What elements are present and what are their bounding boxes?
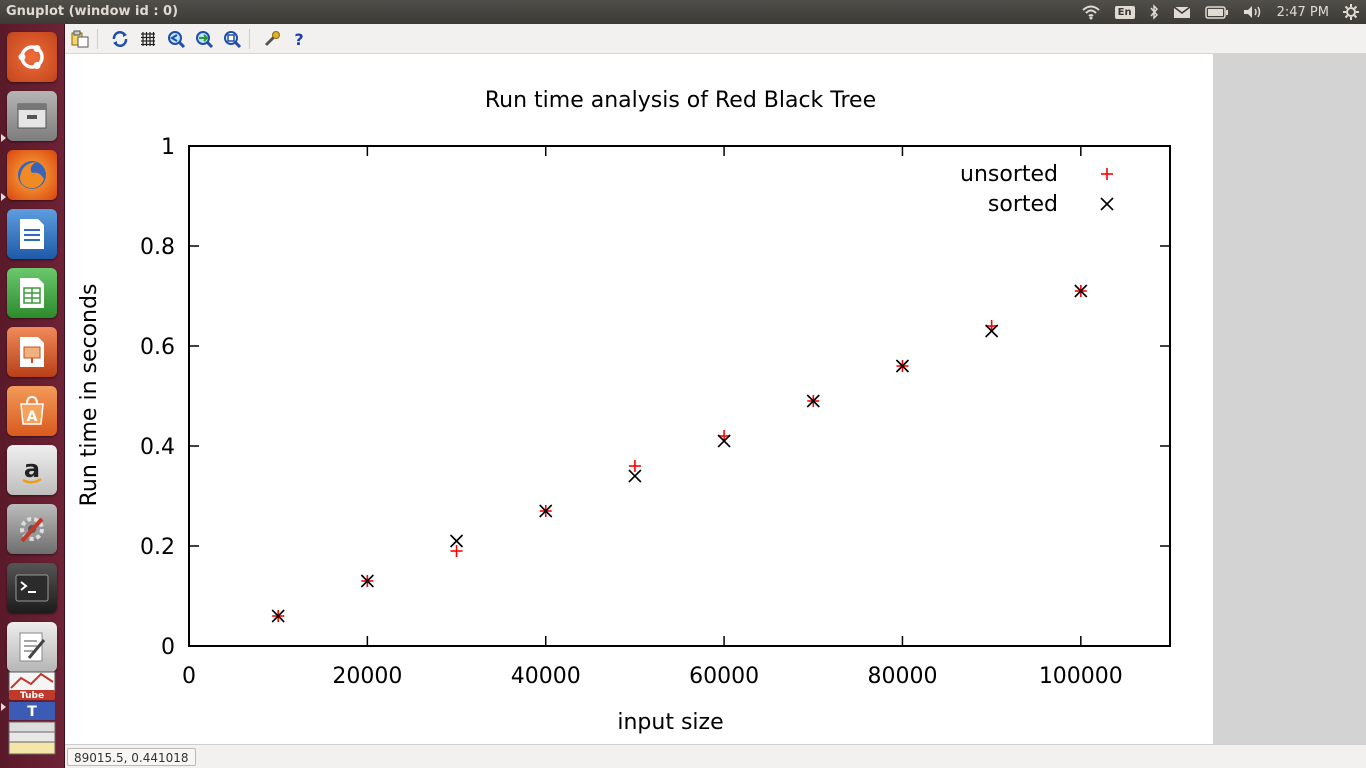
copy-to-clipboard-icon[interactable] bbox=[71, 30, 89, 48]
ubuntu-software-icon[interactable]: A bbox=[7, 386, 57, 436]
x-tick-label: 20000 bbox=[332, 664, 402, 689]
volume-icon[interactable] bbox=[1243, 0, 1263, 24]
replot-icon[interactable] bbox=[111, 30, 129, 48]
sorted-data-point bbox=[895, 359, 910, 373]
x-tick-label: 60000 bbox=[689, 664, 759, 689]
legend: unsorted sorted bbox=[960, 162, 1114, 217]
y-tick-label: 0.6 bbox=[140, 335, 175, 360]
files-icon[interactable] bbox=[7, 91, 57, 141]
text-editor-icon[interactable] bbox=[7, 622, 57, 672]
x-tick-label: 40000 bbox=[511, 664, 581, 689]
series-unsorted bbox=[272, 285, 1087, 622]
sorted-data-point bbox=[806, 394, 820, 408]
svg-text:A: A bbox=[27, 409, 38, 425]
y-tick-label: 0.4 bbox=[140, 435, 175, 460]
sorted-data-point bbox=[360, 574, 374, 588]
x-tick-label: 100000 bbox=[1039, 664, 1123, 689]
legend-marker-unsorted bbox=[1101, 168, 1113, 180]
sorted-data-point bbox=[717, 434, 731, 448]
svg-text:T: T bbox=[27, 704, 37, 720]
launcher-running-indicator bbox=[1, 193, 6, 201]
zoom-previous-icon[interactable] bbox=[167, 30, 185, 48]
legend-label-sorted: sorted bbox=[988, 192, 1058, 217]
unsorted-data-point bbox=[450, 545, 463, 557]
sorted-data-point bbox=[449, 534, 464, 548]
x-tick-label: 0 bbox=[182, 664, 196, 689]
y-tick-label: 0 bbox=[161, 635, 175, 660]
unsorted-data-point bbox=[628, 460, 641, 472]
battery-icon[interactable] bbox=[1204, 0, 1229, 24]
y-tick-label: 0.8 bbox=[140, 235, 175, 260]
status-bar: 89015.5, 0.441018 bbox=[65, 744, 1366, 768]
toolbar-separator bbox=[97, 29, 98, 49]
keyboard-layout-indicator[interactable]: En bbox=[1114, 0, 1135, 24]
series-sorted bbox=[271, 284, 1088, 623]
help-icon[interactable]: ? bbox=[294, 29, 304, 49]
sorted-data-point bbox=[271, 609, 285, 623]
gnuplot-toolbar: ? bbox=[65, 24, 1366, 54]
stacked-apps-icon[interactable]: Tube T bbox=[7, 670, 57, 764]
window-title: Gnuplot (window id : 0) bbox=[6, 4, 179, 19]
wifi-icon[interactable] bbox=[1081, 0, 1101, 24]
top-panel: Gnuplot (window id : 0) En 2:47 PM bbox=[0, 0, 1366, 24]
preferences-icon[interactable] bbox=[263, 30, 281, 48]
svg-text:a: a bbox=[24, 455, 40, 483]
unzoom-icon[interactable] bbox=[223, 30, 241, 48]
settings-gear-icon[interactable] bbox=[1343, 0, 1359, 24]
system-tray: En 2:47 PM bbox=[1074, 0, 1366, 24]
mouse-coordinates-readout: 89015.5, 0.441018 bbox=[67, 748, 196, 766]
x-tick-label: 80000 bbox=[867, 664, 937, 689]
libreoffice-calc-icon[interactable] bbox=[7, 268, 57, 318]
plot-area-border bbox=[188, 145, 1171, 647]
keyboard-layout-label: En bbox=[1114, 5, 1135, 19]
sorted-data-point bbox=[628, 469, 642, 483]
scatter-plot[interactable]: Run time analysis of Red Black Tree inpu… bbox=[65, 54, 1213, 744]
launcher: A a Tube T bbox=[0, 24, 65, 768]
y-axis-label: Run time in seconds bbox=[77, 284, 102, 507]
sorted-data-point bbox=[1074, 284, 1088, 298]
y-tick-label: 1 bbox=[161, 135, 175, 160]
firefox-icon[interactable] bbox=[7, 150, 57, 200]
legend-marker-sorted bbox=[1100, 197, 1114, 211]
system-settings-icon[interactable] bbox=[7, 504, 57, 554]
y-tick-label: 0.2 bbox=[140, 535, 175, 560]
toolbar-separator bbox=[249, 29, 250, 49]
libreoffice-impress-icon[interactable] bbox=[7, 327, 57, 377]
launcher-running-indicator bbox=[1, 703, 6, 711]
terminal-icon[interactable] bbox=[7, 563, 57, 613]
launcher-running-indicator bbox=[1, 134, 6, 142]
mail-icon[interactable] bbox=[1173, 0, 1191, 24]
clock[interactable]: 2:47 PM bbox=[1276, 4, 1329, 20]
unused-canvas-area bbox=[1213, 54, 1366, 744]
libreoffice-writer-icon[interactable] bbox=[7, 209, 57, 259]
data-points bbox=[271, 284, 1088, 623]
bluetooth-icon[interactable] bbox=[1149, 0, 1159, 24]
amazon-icon[interactable]: a bbox=[7, 445, 57, 495]
zoom-next-icon[interactable] bbox=[195, 30, 213, 48]
svg-text:Tube: Tube bbox=[20, 691, 44, 701]
legend-label-unsorted: unsorted bbox=[960, 162, 1058, 187]
sorted-data-point bbox=[985, 324, 999, 338]
ubuntu-dash-icon[interactable] bbox=[7, 32, 57, 82]
chart-title: Run time analysis of Red Black Tree bbox=[485, 88, 876, 113]
axis-ticks: 0 20000 40000 60000 80000 100000 0 0.2 0.4 0.6 0.8… bbox=[140, 135, 1170, 689]
x-axis-label: input size bbox=[617, 710, 723, 735]
sorted-data-point bbox=[539, 504, 553, 518]
plot-canvas[interactable]: Run time analysis of Red Black Tree inpu… bbox=[65, 54, 1213, 744]
grid-icon[interactable] bbox=[139, 30, 157, 48]
